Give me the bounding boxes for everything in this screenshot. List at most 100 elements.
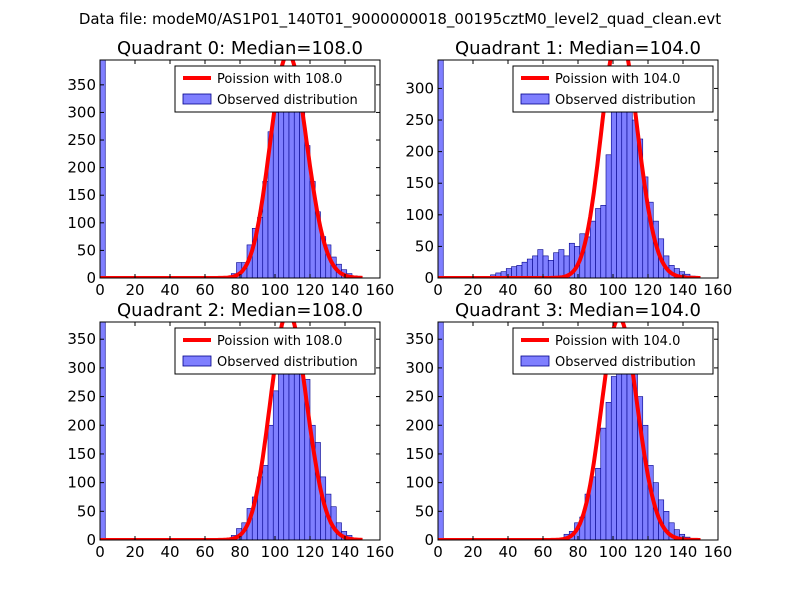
x-tick-label: 0 (433, 543, 443, 561)
y-tick-label: 300 (405, 359, 434, 377)
y-tick-label: 50 (77, 241, 96, 259)
quadrant-panel-2: Quadrant 2: Median=108.0 0 20 40 60 80 100 120 1… (67, 300, 394, 561)
histogram-bar (283, 350, 290, 540)
x-tick-label: 0 (95, 543, 105, 561)
x-tick-label: 160 (704, 281, 733, 299)
y-tick-label: 150 (67, 445, 96, 463)
x-tick-label: 120 (296, 281, 325, 299)
x-tick-label: 60 (533, 281, 552, 299)
histogram-bar (100, 322, 106, 540)
y-tick-label: 100 (67, 214, 96, 232)
panels: Quadrant 0: Median=108.0 0 20 40 60 80 100 120 1… (67, 38, 733, 561)
x-tick-label: 100 (599, 281, 628, 299)
poisson-curve (438, 60, 701, 278)
y-tick-label: 300 (405, 79, 434, 97)
panel-title: Quadrant 2: Median=108.0 (117, 300, 363, 321)
x-tick-label: 140 (669, 543, 698, 561)
x-tick-label: 60 (195, 281, 214, 299)
x-tick-label: 60 (533, 543, 552, 561)
x-tick-label: 20 (125, 281, 144, 299)
legend-bar-swatch (520, 355, 550, 367)
histogram-bar (605, 154, 612, 278)
x-tick-label: 40 (160, 543, 179, 561)
y-tick-label: 150 (67, 186, 96, 204)
x-tick-label: 140 (331, 543, 360, 561)
y-tick-label: 300 (67, 359, 96, 377)
poisson-curve (100, 322, 363, 540)
y-tick-label: 100 (67, 474, 96, 492)
histogram-bar (267, 424, 274, 540)
histogram-bars (438, 60, 696, 278)
y-tick-label: 200 (405, 143, 434, 161)
legend-bar-label: Observed distribution (555, 93, 696, 108)
y-tick-label: 300 (67, 103, 96, 121)
y-tick-label: 250 (405, 388, 434, 406)
histogram-bar (537, 249, 544, 278)
x-tick-label: 120 (296, 543, 325, 561)
panel-title: Quadrant 1: Median=104.0 (455, 38, 701, 59)
x-tick-label: 80 (230, 281, 249, 299)
quadrant-panel-0: Quadrant 0: Median=108.0 0 20 40 60 80 100 120 1… (67, 38, 394, 299)
x-tick-label: 20 (125, 543, 144, 561)
quadrant-panel-3: Quadrant 3: Median=104.0 0 20 40 60 80 100 120 1… (405, 300, 732, 561)
y-tick-label: 200 (67, 159, 96, 177)
legend: Poission with 104.0 Observed distribution (512, 65, 714, 113)
histogram-bar (532, 255, 539, 278)
histogram-bar (621, 356, 628, 540)
x-tick-label: 80 (568, 281, 587, 299)
histogram-bar (610, 376, 617, 540)
x-tick-label: 140 (331, 281, 360, 299)
x-tick-label: 40 (160, 281, 179, 299)
legend-line-label: Poission with 104.0 (555, 334, 680, 349)
y-tick-label: 100 (405, 474, 434, 492)
x-tick-label: 100 (261, 281, 290, 299)
legend-bar-label: Observed distribution (555, 355, 696, 370)
histogram-bar (278, 367, 285, 540)
legend-bar-swatch (520, 93, 550, 105)
histogram-bar (610, 107, 617, 278)
x-tick-label: 40 (498, 543, 517, 561)
x-tick-label: 80 (230, 543, 249, 561)
legend: Poission with 104.0 Observed distribution (512, 327, 714, 375)
histogram-bar (526, 258, 533, 278)
histogram-bar (262, 465, 269, 540)
y-tick-label: 0 (86, 269, 96, 287)
histogram-bar (595, 208, 602, 278)
x-tick-label: 40 (498, 281, 517, 299)
y-tick-label: 100 (405, 206, 434, 224)
histogram-bar (595, 467, 602, 540)
histogram-bar (626, 100, 633, 278)
legend-bar-label: Observed distribution (217, 93, 358, 108)
legend: Poission with 108.0 Observed distribution (174, 327, 376, 375)
legend-bar-label: Observed distribution (217, 355, 358, 370)
legend-line-label: Poission with 104.0 (555, 72, 680, 87)
histogram-bar (616, 347, 623, 540)
x-tick-label: 140 (669, 281, 698, 299)
x-tick-label: 100 (599, 543, 628, 561)
legend-line-label: Poission with 108.0 (217, 334, 342, 349)
histogram-bar (438, 322, 444, 540)
y-tick-label: 250 (67, 131, 96, 149)
x-tick-label: 20 (463, 281, 482, 299)
x-tick-label: 0 (95, 281, 105, 299)
histogram-bar (521, 261, 528, 278)
histogram-bar (547, 260, 554, 278)
x-tick-label: 60 (195, 543, 214, 561)
y-tick-label: 150 (405, 174, 434, 192)
histogram-bar (631, 119, 638, 278)
y-tick-label: 200 (67, 416, 96, 434)
x-tick-label: 80 (568, 543, 587, 561)
histogram-bar (272, 390, 279, 540)
histogram-bar (293, 361, 300, 540)
y-tick-label: 350 (67, 330, 96, 348)
y-tick-label: 50 (415, 502, 434, 520)
histogram-bar (283, 98, 290, 278)
y-tick-label: 0 (424, 531, 434, 549)
histogram-bar (542, 255, 549, 278)
y-tick-label: 0 (86, 531, 96, 549)
histogram-bar (605, 402, 612, 540)
legend-bar-swatch (182, 93, 212, 105)
histogram-bar (558, 249, 565, 278)
x-tick-label: 20 (463, 543, 482, 561)
